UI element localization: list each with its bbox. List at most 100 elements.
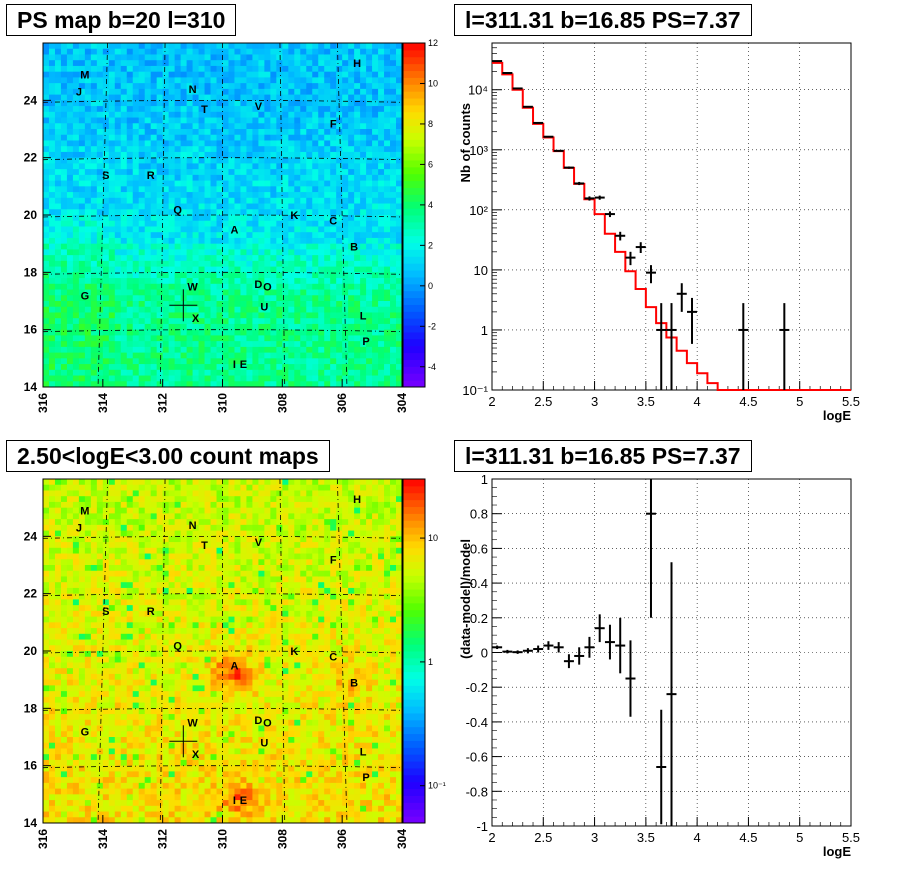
map-pixel [120,117,128,124]
map-pixel [234,226,241,233]
map-pixel [126,352,134,359]
map-pixel [102,616,110,623]
map-pixel [210,54,217,61]
map-pixel [84,800,92,807]
map-pixel [156,123,164,130]
map-pixel [114,358,122,365]
map-pixel [108,593,116,600]
map-pixel [336,358,343,365]
map-pixel [48,754,56,761]
map-pixel [48,48,56,55]
map-pixel [312,260,319,267]
map-pixel [228,129,235,136]
map-pixel [90,381,98,388]
map-pixel [282,117,289,124]
map-pixel [156,553,164,560]
map-pixel [84,163,92,170]
map-pixel [138,605,146,612]
map-pixel [114,622,122,629]
map-pixel [144,668,152,675]
map-pixel [90,106,98,113]
map-pixel [366,358,373,365]
map-pixel [180,364,187,371]
map-pixel [150,524,158,531]
map-pixel [312,134,319,141]
map-pixel [210,249,217,256]
map-pixel [324,375,331,382]
map-pixel [132,777,140,784]
map-pixel [210,48,217,55]
map-pixel [366,169,373,176]
map-pixel [168,272,176,279]
map-pixel [102,249,110,256]
map-pixel [54,490,62,497]
map-pixel [324,255,331,262]
color-bar-step [403,98,425,106]
map-pixel [342,266,349,273]
map-pixel [43,587,50,595]
map-pixel [126,255,134,262]
map-pixel [186,83,193,90]
map-pixel [252,278,259,285]
map-pixel [198,43,205,50]
map-pixel [396,151,403,159]
map-pixel [270,335,277,342]
map-pixel [180,381,187,388]
map-pixel [348,335,355,342]
map-pixel [378,111,385,118]
map-pixel [156,542,164,549]
map-pixel [312,151,319,159]
map-pixel [210,88,217,95]
map-pixel [90,599,98,606]
map-pixel [120,708,128,715]
map-pixel [240,318,247,325]
map-pixel [372,220,379,227]
map-pixel [330,341,337,348]
map-pixel [138,817,146,824]
map-pixel [228,341,235,348]
map-pixel [234,215,241,222]
map-pixel [43,312,50,319]
map-pixel [372,106,379,113]
map-pixel [48,289,56,296]
map-pixel [84,633,92,640]
map-pixel [120,203,128,210]
map-pixel [114,306,122,313]
map-pixel [330,146,337,153]
map-pixel [102,157,110,164]
map-pixel [336,215,343,222]
map-pixel [48,129,56,136]
map-pixel [276,226,283,233]
map-pixel [258,88,265,95]
map-pixel [330,60,337,67]
map-pixel [132,266,140,273]
map-pixel [126,100,134,107]
map-pixel [228,306,235,313]
map-pixel [114,329,122,336]
map-pixel [168,358,176,365]
map-pixel [138,88,146,95]
map-pixel [66,323,74,331]
map-pixel [102,341,110,348]
map-pixel [384,111,391,118]
map-pixel [348,180,355,187]
map-pixel [120,547,128,554]
map-pixel [222,215,229,222]
map-pixel [390,289,397,296]
map-pixel [120,129,128,136]
map-pixel [60,123,68,130]
map-pixel [312,352,319,359]
map-pixel [96,582,104,589]
map-pixel [318,77,325,84]
map-pixel [90,524,98,531]
map-pixel [108,656,116,663]
map-pixel [162,570,170,577]
map-pixel [378,289,385,296]
map-pixel [240,192,247,199]
map-pixel [144,266,152,273]
map-pixel [156,708,164,715]
map-pixel [168,341,176,348]
map-pixel [288,151,295,159]
map-pixel [180,318,187,325]
map-pixel [306,341,313,348]
